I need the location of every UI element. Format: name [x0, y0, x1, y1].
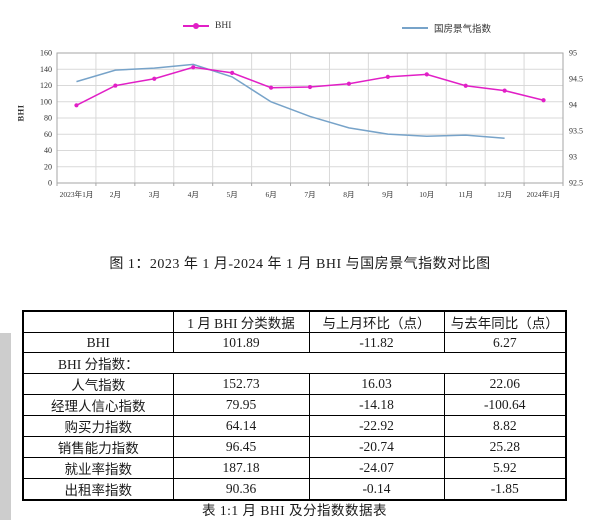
- column-header: 与上月环比（点）: [308, 310, 445, 333]
- table-row: 出租率指数 90.36 -0.14 -1.85: [22, 478, 567, 501]
- svg-text:160: 160: [40, 49, 52, 58]
- climate-index-line-icon: [402, 24, 428, 32]
- table-header: 1 月 BHI 分类数据 与上月环比（点） 与去年同比（点）: [22, 310, 567, 333]
- series-国房景气指数: [76, 63, 505, 140]
- value-cell: -100.64: [443, 394, 567, 416]
- value-cell: 152.73: [172, 373, 310, 395]
- svg-text:8月: 8月: [343, 190, 354, 199]
- value-cell: 25.28: [443, 436, 567, 458]
- svg-text:11月: 11月: [458, 190, 473, 199]
- svg-text:2月: 2月: [110, 190, 121, 199]
- value-cell: -24.07: [308, 457, 445, 479]
- svg-text:94: 94: [569, 101, 577, 110]
- value-cell: 8.82: [443, 415, 567, 437]
- svg-text:7月: 7月: [304, 190, 315, 199]
- value-cell: 22.06: [443, 373, 567, 395]
- value-cell: -11.82: [308, 332, 445, 353]
- legend-item-bhi: BHI: [183, 21, 231, 31]
- column-header: 与去年同比（点）: [443, 310, 567, 333]
- value-cell: -22.92: [308, 415, 445, 437]
- svg-text:4月: 4月: [188, 190, 199, 199]
- svg-text:93: 93: [569, 153, 577, 162]
- svg-text:2024年1月: 2024年1月: [527, 189, 561, 199]
- row-label-cell: 出租率指数: [22, 478, 174, 501]
- table-header-row: 1 月 BHI 分类数据 与上月环比（点） 与去年同比（点）: [22, 310, 567, 333]
- svg-text:10月: 10月: [419, 190, 434, 199]
- section-label-cell: BHI 分指数：: [22, 352, 567, 374]
- bhi-line-marker-icon: [183, 22, 209, 30]
- legend-label-bhi: BHI: [215, 21, 232, 31]
- table-body: BHI 101.89 -11.82 6.27 BHI 分指数： 人气指数 152.73 16.…: [22, 332, 567, 501]
- table-row: 购买力指数 64.14 -22.92 8.82: [22, 415, 567, 437]
- value-cell: -14.18: [308, 394, 445, 416]
- svg-text:93.5: 93.5: [569, 127, 583, 136]
- value-cell: 79.95: [172, 394, 310, 416]
- table-row: 人气指数 152.73 16.03 22.06: [22, 373, 567, 395]
- table-row: BHI 分指数：: [22, 352, 567, 374]
- svg-text:140: 140: [40, 65, 52, 74]
- svg-text:92.5: 92.5: [569, 179, 583, 188]
- row-label-cell: 就业率指数: [22, 457, 174, 479]
- column-header: 1 月 BHI 分类数据: [172, 310, 310, 333]
- value-cell: 6.27: [443, 332, 567, 353]
- legend-item-climate-index: 国房景气指数: [402, 21, 491, 35]
- svg-text:9月: 9月: [382, 190, 393, 199]
- value-cell: -1.85: [443, 478, 567, 501]
- value-cell: 187.18: [172, 457, 310, 479]
- svg-text:0: 0: [48, 179, 52, 188]
- svg-text:5月: 5月: [227, 190, 238, 199]
- row-label-cell: 销售能力指数: [22, 436, 174, 458]
- row-label-cell: 购买力指数: [22, 415, 174, 437]
- value-cell: -20.74: [308, 436, 445, 458]
- chart-plot-area: 0 20 40 60 80 100 120 140 160 92.5 93 93.5 94 94.5 95 2…: [40, 49, 583, 199]
- row-label-cell: 经理人信心指数: [22, 394, 174, 416]
- page-edge-strip: [0, 333, 11, 520]
- svg-text:100: 100: [40, 97, 52, 106]
- svg-text:60: 60: [44, 130, 52, 139]
- svg-text:12月: 12月: [497, 190, 512, 199]
- row-label-cell: BHI: [22, 332, 174, 353]
- svg-text:2023年1月: 2023年1月: [60, 189, 94, 199]
- value-cell: 96.45: [172, 436, 310, 458]
- table-row: 经理人信心指数 79.95 -14.18 -100.64: [22, 394, 567, 416]
- svg-text:40: 40: [44, 146, 52, 155]
- svg-text:120: 120: [40, 81, 52, 90]
- svg-text:3月: 3月: [149, 190, 160, 199]
- figure-caption: 图 1：2023 年 1 月-2024 年 1 月 BHI 与国房景气指数对比图: [109, 257, 491, 272]
- table-caption: 表 1:1 月 BHI 及分指数数据表: [202, 503, 387, 518]
- y-axis-title: BHI: [15, 104, 26, 122]
- value-cell: 90.36: [172, 478, 310, 501]
- value-cell: 5.92: [443, 457, 567, 479]
- table-row: 销售能力指数 96.45 -20.74 25.28: [22, 436, 567, 458]
- value-cell: 16.03: [308, 373, 445, 395]
- bhi-comparison-chart: 0 20 40 60 80 100 120 140 160 92.5 93 93.5 94 94.5 95 2…: [0, 0, 600, 235]
- value-cell: -0.14: [308, 478, 445, 501]
- row-label-cell: 人气指数: [22, 373, 174, 395]
- value-cell: 64.14: [172, 415, 310, 437]
- bhi-data-table: 1 月 BHI 分类数据 与上月环比（点） 与去年同比（点） BHI 101.89 -1…: [22, 310, 567, 501]
- corner-cell: [22, 310, 174, 333]
- svg-text:95: 95: [569, 49, 577, 58]
- svg-text:20: 20: [44, 162, 52, 171]
- svg-text:80: 80: [44, 114, 52, 123]
- value-cell: 101.89: [172, 332, 310, 353]
- svg-text:94.5: 94.5: [569, 75, 583, 84]
- legend-label-climate-index: 国房景气指数: [434, 25, 492, 35]
- table-row: BHI 101.89 -11.82 6.27: [22, 332, 567, 353]
- svg-text:6月: 6月: [265, 190, 276, 199]
- table-row: 就业率指数 187.18 -24.07 5.92: [22, 457, 567, 479]
